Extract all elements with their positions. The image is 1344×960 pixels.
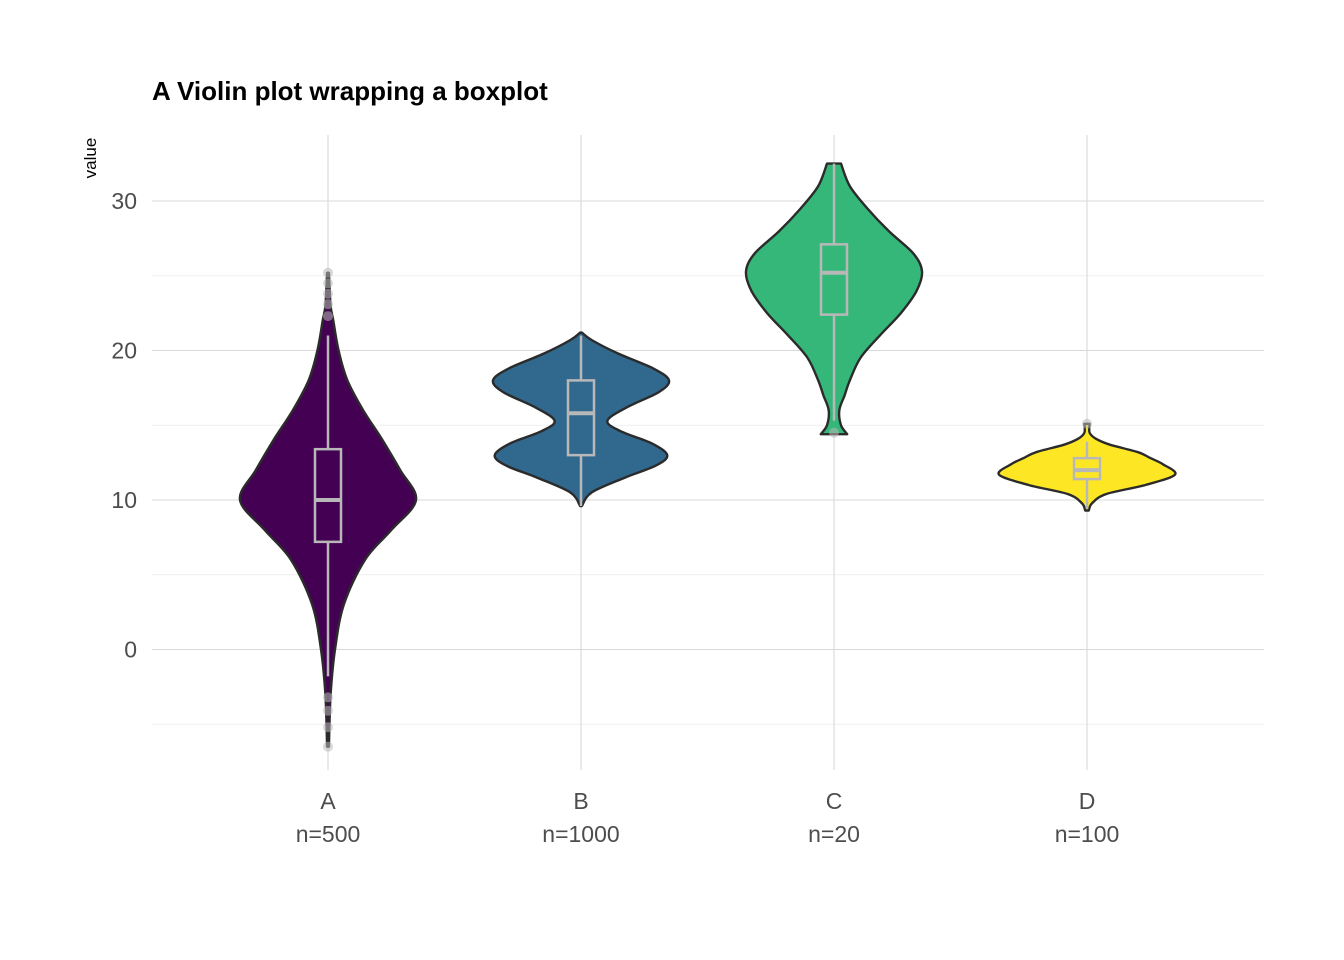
violin-b xyxy=(491,331,671,508)
outlier-point xyxy=(323,299,333,310)
x-tick-label: A xyxy=(320,788,336,814)
y-tick-label: 0 xyxy=(124,637,137,663)
y-tick-label: 20 xyxy=(111,338,137,364)
outlier-point xyxy=(323,288,333,299)
violin-group-d xyxy=(997,418,1177,512)
violin-group-c xyxy=(744,162,924,438)
outlier-point xyxy=(323,278,333,289)
violin-group-b xyxy=(491,331,671,508)
outlier-point xyxy=(829,427,839,438)
outlier-point xyxy=(323,311,333,322)
box-iqr xyxy=(819,243,849,316)
outlier-point xyxy=(323,741,333,752)
chart-title: A Violin plot wrapping a boxplot xyxy=(152,76,548,106)
sample-size-label: n=1000 xyxy=(542,821,619,847)
outlier-point xyxy=(323,705,333,716)
sample-size-label: n=20 xyxy=(808,821,860,847)
sample-size-label: n=500 xyxy=(296,821,361,847)
outlier-point xyxy=(323,722,333,733)
x-tick-label: B xyxy=(573,788,588,814)
violin-group-a xyxy=(238,267,418,752)
violins xyxy=(238,162,1177,752)
outlier-point xyxy=(323,267,333,278)
y-tick-label: 10 xyxy=(111,487,137,513)
box-iqr xyxy=(566,379,596,457)
y-tick-label: 30 xyxy=(111,188,137,214)
y-axis-label: value xyxy=(81,138,100,179)
x-tick-label: C xyxy=(826,788,843,814)
y-tick-labels: 0 10 20 30 xyxy=(111,188,137,663)
x-tick-label: D xyxy=(1079,788,1096,814)
outlier-point xyxy=(1082,418,1092,429)
sample-size-label: n=100 xyxy=(1055,821,1120,847)
violin-c xyxy=(744,162,924,436)
x-tick-labels: An=500 Bn=1000 Cn=20 Dn=100 xyxy=(296,788,1120,847)
box-iqr xyxy=(313,447,343,544)
outlier-point xyxy=(323,692,333,703)
